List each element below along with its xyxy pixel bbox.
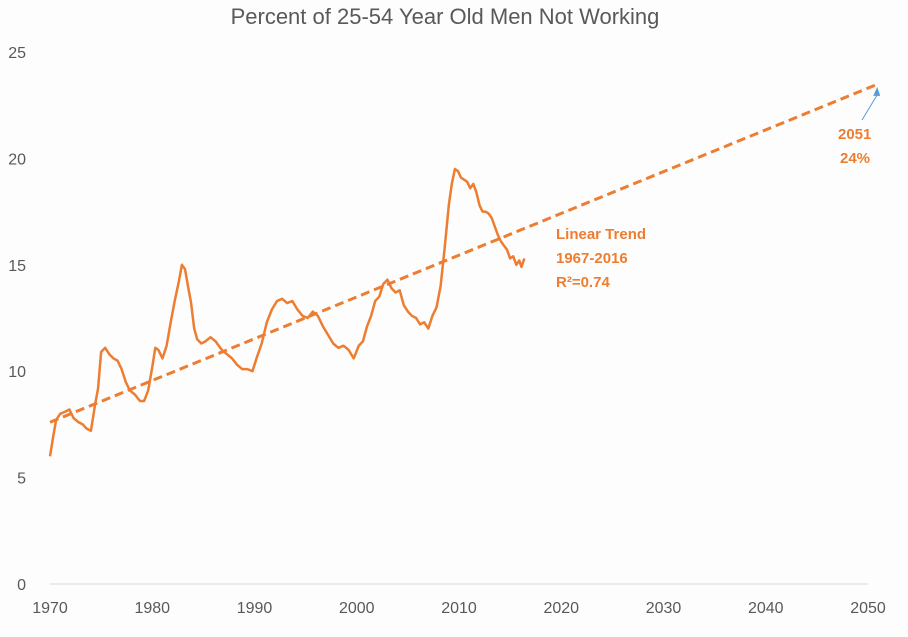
y-tick-label: 0 (17, 577, 26, 594)
x-tick-label: 2030 (646, 600, 682, 617)
x-tick-label: 2050 (850, 600, 886, 617)
chart-title: Percent of 25-54 Year Old Men Not Workin… (231, 4, 660, 29)
y-tick-label: 5 (17, 471, 26, 488)
x-tick-label: 2000 (339, 600, 375, 617)
x-tick-label: 1990 (237, 600, 273, 617)
y-tick-label: 20 (8, 151, 26, 168)
x-tick-label: 2040 (748, 600, 784, 617)
projection-value-label: 24% (840, 150, 870, 167)
x-axis-ticks: 1970 1980 1990 2000 2010 2020 2030 2040 2050 (32, 600, 886, 617)
y-axis-ticks: 0 5 10 15 20 25 (8, 45, 26, 594)
trend-label-line-3: R²=0.74 (556, 274, 610, 291)
series-layer (48, 82, 881, 457)
projection-arrowhead (873, 86, 881, 96)
y-tick-label: 15 (8, 258, 26, 275)
actual-series-line (48, 167, 526, 457)
annotations: Linear Trend 1967-2016 R²=0.74 2051 24% (556, 126, 871, 291)
projection-year-label: 2051 (838, 126, 871, 143)
y-tick-label: 10 (8, 364, 26, 381)
trend-label-line-1: Linear Trend (556, 226, 646, 243)
trend-label-line-2: 1967-2016 (556, 250, 628, 267)
linear-trend-line (49, 82, 879, 424)
x-tick-label: 1980 (134, 600, 170, 617)
y-tick-label: 25 (8, 45, 26, 62)
x-tick-label: 2020 (543, 600, 579, 617)
projection-arrow (861, 94, 878, 121)
x-tick-label: 2010 (441, 600, 477, 617)
x-tick-label: 1970 (32, 600, 68, 617)
